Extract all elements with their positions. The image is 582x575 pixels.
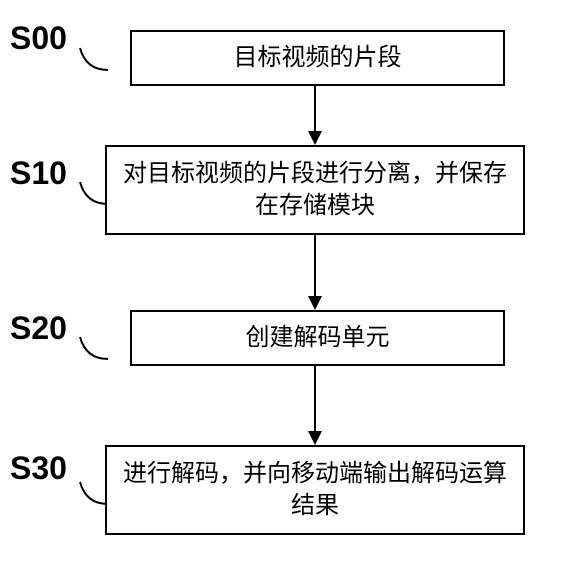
- step-box-S20: 创建解码单元: [130, 310, 505, 366]
- step-box-S10: 对目标视频的片段进行分离，并保存在存储模块: [105, 145, 525, 235]
- step-label-S00: S00: [10, 20, 67, 57]
- step-label-S10: S10: [10, 155, 67, 192]
- step-label-S20: S20: [10, 310, 67, 347]
- step-box-S30: 进行解码，并向移动端输出解码运算结果: [105, 445, 525, 535]
- step-label-S30: S30: [10, 450, 67, 487]
- step-box-S00: 目标视频的片段: [130, 30, 505, 86]
